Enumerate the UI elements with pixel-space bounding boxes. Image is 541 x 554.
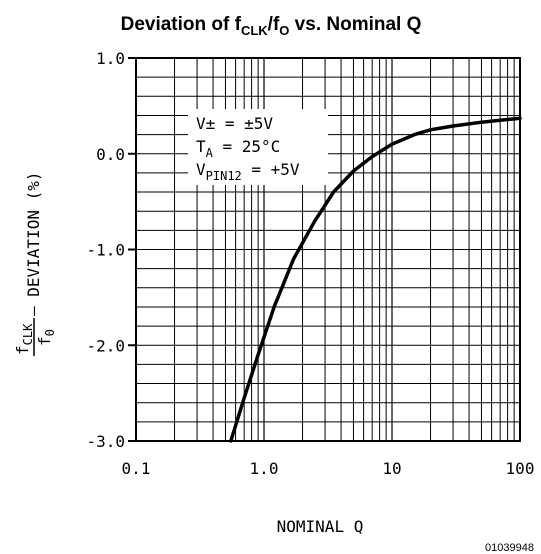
- y-label-denominator: f0: [35, 329, 57, 346]
- x-tick-label: 100: [506, 459, 535, 478]
- y-label-text: – DEVIATION (%): [24, 172, 43, 317]
- annotation-box: [188, 109, 328, 185]
- y-tick-label: -2.0: [86, 336, 125, 355]
- y-tick-labels: 1.0 0.0 -1.0 -2.0 -3.0: [86, 49, 136, 451]
- data-line: [229, 116, 522, 443]
- y-tick-label: 1.0: [96, 49, 125, 68]
- y-axis-label: fCLK f0 – DEVIATION (%): [13, 172, 57, 356]
- y-tick-label: -3.0: [86, 432, 125, 451]
- x-axis-label: NOMINAL Q: [277, 517, 364, 536]
- annotation-line-2: TA = 25°C: [196, 137, 280, 160]
- annotation-background: [188, 109, 328, 185]
- x-tick-labels: 0.1 1.0 10 100: [122, 459, 535, 478]
- annotation-line-1: V± = ±5V: [196, 114, 273, 133]
- x-tick-label: 10: [382, 459, 401, 478]
- annotation-line-3: VPIN12 = +5V: [196, 160, 300, 183]
- chart-title: Deviation of fCLK/fO vs. Nominal Q: [121, 14, 422, 38]
- figure-id: 01039948: [485, 542, 534, 554]
- series: [229, 116, 522, 443]
- y-label-numerator: fCLK: [13, 323, 35, 355]
- y-tick-label: 0.0: [96, 145, 125, 164]
- y-tick-label: -1.0: [86, 241, 125, 260]
- x-tick-label: 0.1: [122, 459, 151, 478]
- x-tick-label: 1.0: [250, 459, 279, 478]
- annotation-text: V± = ±5V TA = 25°C VPIN12 = +5V: [196, 114, 300, 183]
